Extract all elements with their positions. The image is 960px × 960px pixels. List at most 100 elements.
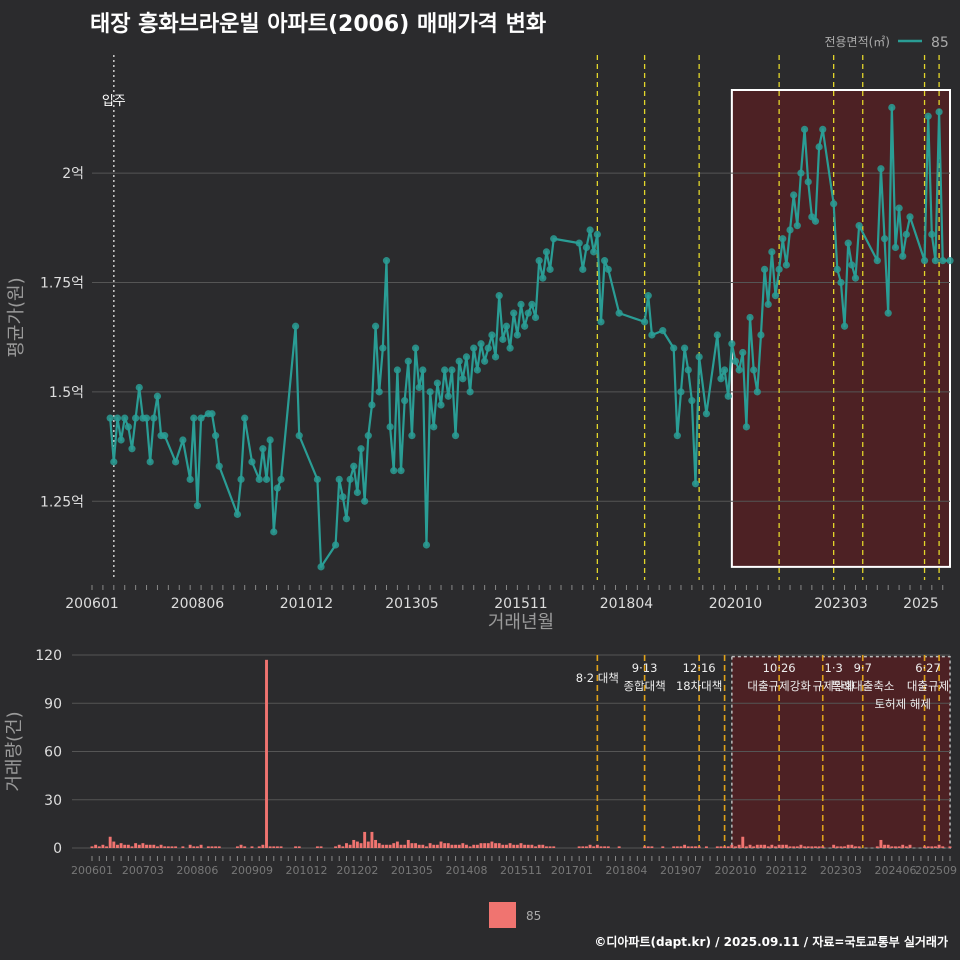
volume-bar	[934, 846, 937, 848]
price-point	[811, 217, 820, 225]
price-point	[641, 318, 649, 326]
volume-bar	[457, 844, 461, 848]
price-point	[771, 292, 780, 300]
price-point	[473, 366, 481, 374]
price-point	[371, 322, 380, 330]
policy-label: 특례대출축소	[831, 679, 894, 693]
price-point	[277, 475, 285, 483]
price-point	[386, 423, 394, 431]
price-point	[128, 445, 136, 453]
price-point	[419, 366, 427, 374]
policy-label: 종합대책	[623, 679, 665, 693]
price-point	[851, 274, 860, 282]
price-point	[717, 375, 725, 383]
volume-bar	[134, 843, 138, 848]
policy-label: 토허제 해제	[874, 697, 931, 711]
price-point	[495, 292, 503, 300]
price-point	[524, 309, 532, 317]
x-tick-label: 202010	[709, 596, 762, 612]
volume-x-tick-label: 202010	[715, 864, 757, 877]
volume-bar	[719, 846, 723, 848]
volume-bar	[377, 843, 381, 848]
volume-bar	[137, 844, 141, 848]
volume-bar	[112, 841, 116, 848]
price-point	[237, 475, 245, 483]
volume-bar	[461, 843, 465, 848]
legend-bar-label: 85	[526, 909, 541, 923]
volume-bar	[544, 846, 548, 848]
policy-label: 9·7	[854, 661, 872, 675]
price-point	[601, 257, 609, 265]
price-point	[477, 340, 485, 348]
price-point	[946, 257, 954, 265]
volume-bar	[159, 844, 163, 848]
volume-bar	[810, 846, 814, 848]
price-point	[110, 458, 118, 466]
price-point	[764, 300, 772, 308]
volume-bar	[661, 846, 665, 848]
volume-bar	[152, 844, 156, 848]
price-point	[593, 230, 601, 238]
volume-bar	[843, 846, 847, 848]
volume-y-axis-title: 거래량(건)	[4, 711, 25, 791]
price-point	[888, 103, 896, 112]
price-point	[113, 414, 122, 422]
volume-x-tick-label: 202112	[765, 864, 807, 877]
price-point	[833, 265, 841, 273]
price-point	[899, 252, 907, 260]
volume-bar	[370, 831, 374, 848]
move-in-label: 입주	[102, 94, 126, 109]
y-tick-label: 1.75억	[40, 276, 84, 292]
price-point	[521, 322, 529, 330]
price-point	[840, 322, 849, 330]
price-point	[441, 366, 449, 374]
volume-bar	[392, 843, 396, 848]
price-point	[364, 432, 372, 440]
volume-bar	[857, 846, 861, 848]
volume-bar	[319, 846, 323, 848]
volume-bar	[90, 846, 94, 848]
price-point	[233, 510, 242, 518]
volume-bar	[883, 844, 887, 848]
volume-bar	[875, 846, 879, 848]
price-point	[488, 331, 496, 339]
volume-bar	[294, 846, 298, 848]
price-point	[691, 480, 700, 488]
price-point	[484, 344, 492, 352]
volume-bar	[123, 844, 127, 848]
volume-y-tick-label: 120	[35, 648, 62, 664]
price-point	[266, 436, 274, 444]
volume-bar	[388, 844, 392, 848]
volume-x-tick-label: 201701	[551, 864, 593, 877]
price-point	[688, 397, 696, 405]
price-point	[491, 353, 500, 361]
price-point	[648, 331, 656, 339]
price-point	[426, 388, 434, 396]
volume-bar	[599, 846, 603, 848]
volume-bar	[126, 844, 130, 848]
volume-bar	[454, 844, 458, 848]
policy-label: 6·27	[915, 661, 941, 675]
volume-bar	[472, 844, 476, 848]
y-tick-label: 1.25억	[40, 494, 84, 510]
price-point	[880, 235, 889, 243]
volume-bar	[170, 846, 174, 848]
volume-bar	[519, 843, 523, 848]
x-tick-label: 201012	[280, 596, 333, 612]
price-point	[830, 200, 838, 208]
volume-bar	[744, 846, 748, 848]
volume-bar	[439, 841, 443, 848]
volume-bar	[704, 846, 708, 848]
price-point	[259, 445, 267, 453]
volume-bar	[497, 843, 501, 848]
price-point	[542, 248, 551, 256]
volume-bar	[803, 846, 807, 848]
volume-bar	[374, 839, 378, 848]
x-tick-label: 200806	[171, 596, 225, 612]
price-point	[615, 309, 623, 317]
volume-bar	[130, 846, 134, 848]
price-point	[190, 414, 198, 422]
volume-bar	[741, 836, 745, 848]
volume-x-tick-label: 201408	[445, 864, 487, 877]
volume-bar	[530, 844, 534, 848]
